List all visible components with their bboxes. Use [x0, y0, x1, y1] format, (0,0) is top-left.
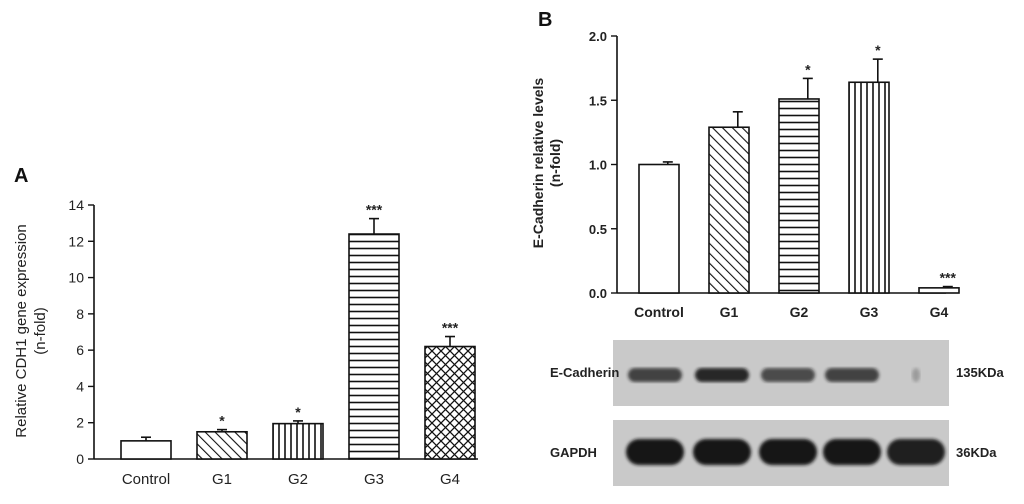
significance-label: *	[295, 404, 301, 420]
significance-label: ***	[366, 202, 383, 218]
x-tick-label: G4	[440, 471, 460, 488]
y-tick-label: 2	[76, 415, 84, 431]
panel-b-letter: B	[538, 9, 552, 31]
western-blot: E-Cadherin 135KDa GAPDH 36KDa	[550, 340, 1004, 486]
bar-g1	[708, 126, 750, 294]
blot-protein-gapdh: GAPDH	[550, 445, 597, 460]
bar-g4	[424, 345, 476, 460]
panel-a-letter: A	[14, 165, 28, 187]
x-tick-label: Control	[634, 304, 684, 320]
y-tick-label: 4	[76, 378, 84, 394]
blot-bands-ecadherin	[628, 368, 921, 382]
blot-band	[911, 368, 921, 382]
blot-band	[887, 439, 945, 465]
significance-label: *	[805, 61, 811, 77]
blot-protein-ecadherin: E-Cadherin	[550, 365, 619, 380]
y-tick-label: 0.5	[589, 222, 607, 237]
panel-a-ylabel-line2: (n-fold)	[32, 307, 49, 355]
y-tick-label: 14	[68, 197, 84, 213]
y-tick-label: 6	[76, 342, 84, 358]
significance-label: *	[875, 42, 881, 58]
panel-a-bars: ********	[120, 202, 476, 460]
y-tick-label: 1.5	[589, 93, 607, 108]
blot-band	[761, 368, 815, 382]
panel-a-ylabel-line1: Relative CDH1 gene expression	[13, 224, 30, 437]
bar-control	[638, 163, 680, 294]
panel-b-bars: *****	[638, 42, 960, 294]
significance-label: ***	[940, 270, 957, 286]
blot-size-ecadherin: 135KDa	[956, 365, 1004, 380]
panel-a: A Relative CDH1 gene expression (n-fold)…	[13, 165, 478, 488]
blot-bands-gapdh	[626, 439, 945, 465]
x-tick-label: G1	[212, 471, 232, 488]
blot-band	[825, 368, 879, 382]
y-tick-label: 2.0	[589, 29, 607, 44]
significance-label: ***	[442, 320, 459, 336]
y-tick-label: 8	[76, 306, 84, 322]
blot-band	[759, 439, 817, 465]
bar-g1	[196, 430, 248, 460]
panel-b-ylabel-line1: E-Cadherin relative levels	[530, 78, 546, 249]
blot-band	[693, 439, 751, 465]
panel-a-axes: 0 2 4 6 8 10 12 14 Control G1 G2 G3 G4	[68, 197, 478, 488]
bar-g3	[348, 233, 400, 460]
x-tick-label: G4	[930, 304, 949, 320]
blot-band	[626, 439, 684, 465]
x-tick-label: Control	[122, 471, 170, 488]
bar-control	[120, 440, 172, 460]
y-tick-label: 0	[76, 451, 84, 467]
x-tick-label: G3	[364, 471, 384, 488]
panel-b-ylabel-line2: (n-fold)	[547, 139, 563, 187]
blot-band	[628, 368, 682, 382]
blot-band	[823, 439, 881, 465]
x-tick-label: G3	[860, 304, 879, 320]
bar-g2	[778, 98, 820, 294]
bar-g3	[848, 81, 890, 294]
y-tick-label: 12	[68, 233, 84, 249]
bar-g4	[918, 287, 960, 294]
y-tick-label: 1.0	[589, 158, 607, 173]
x-tick-label: G1	[720, 304, 739, 320]
x-tick-label: G2	[288, 471, 308, 488]
y-tick-label: 0.0	[589, 286, 607, 301]
x-tick-label: G2	[790, 304, 809, 320]
blot-band	[695, 368, 749, 382]
bar-g2	[272, 422, 324, 460]
significance-label: *	[219, 413, 225, 429]
panel-b: B E-Cadherin relative levels (n-fold) 0.…	[530, 9, 960, 320]
blot-size-gapdh: 36KDa	[956, 445, 997, 460]
y-tick-label: 10	[68, 270, 84, 286]
